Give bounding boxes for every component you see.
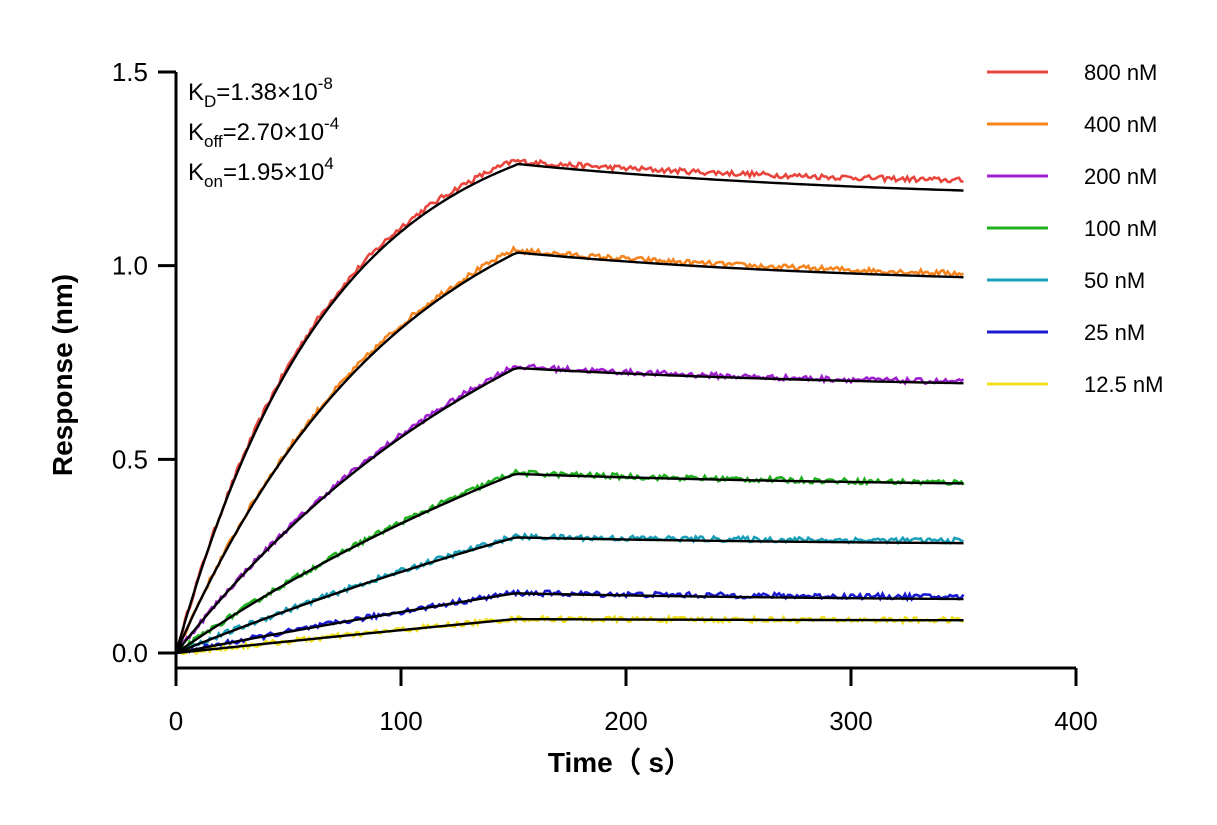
y-tick-label: 0.0 bbox=[112, 638, 148, 668]
fit-line bbox=[175, 592, 964, 655]
fit-line bbox=[174, 251, 964, 654]
x-tick-label: 0 bbox=[169, 706, 183, 736]
x-axis-title: Time（ s） bbox=[548, 746, 692, 778]
legend-label: 12.5 nM bbox=[1084, 372, 1164, 397]
ticks: 0 100 200 300 400 0.0 0.5 1.0 1.5 bbox=[112, 57, 1098, 736]
series-line bbox=[174, 158, 964, 654]
series-line bbox=[175, 468, 965, 655]
legend: 800 nM 400 nM 200 nM 100 nM 50 nM 25 nM 12.5 n… bbox=[987, 60, 1164, 397]
series-line bbox=[175, 613, 964, 656]
y-tick-label: 0.5 bbox=[112, 444, 148, 474]
kinetics-annotation: Koff=2.70×10-4 bbox=[188, 114, 339, 151]
x-tick-label: 300 bbox=[829, 706, 872, 736]
fit-line bbox=[175, 536, 964, 655]
fit-line bbox=[175, 617, 964, 655]
y-axis-title: Response (nm) bbox=[47, 274, 78, 476]
fit-line bbox=[175, 472, 964, 654]
legend-label: 800 nM bbox=[1084, 60, 1157, 85]
kinetics-annotation: KD=1.38×10-8 bbox=[188, 74, 333, 111]
fit-line bbox=[175, 366, 964, 654]
y-tick-label: 1.0 bbox=[112, 251, 148, 281]
y-tick-label: 1.5 bbox=[112, 57, 148, 87]
legend-label: 25 nM bbox=[1084, 320, 1145, 345]
legend-label: 100 nM bbox=[1084, 216, 1157, 241]
series-line bbox=[174, 245, 965, 654]
fit-layer bbox=[174, 162, 964, 655]
series-line bbox=[174, 363, 965, 654]
fit-line bbox=[174, 162, 964, 654]
x-tick-label: 400 bbox=[1054, 706, 1097, 736]
kinetics-annotation: Kon=1.95×104 bbox=[188, 154, 334, 191]
legend-label: 200 nM bbox=[1084, 164, 1157, 189]
x-tick-label: 100 bbox=[379, 706, 422, 736]
x-tick-label: 200 bbox=[604, 706, 647, 736]
legend-label: 400 nM bbox=[1084, 112, 1157, 137]
legend-label: 50 nM bbox=[1084, 268, 1145, 293]
